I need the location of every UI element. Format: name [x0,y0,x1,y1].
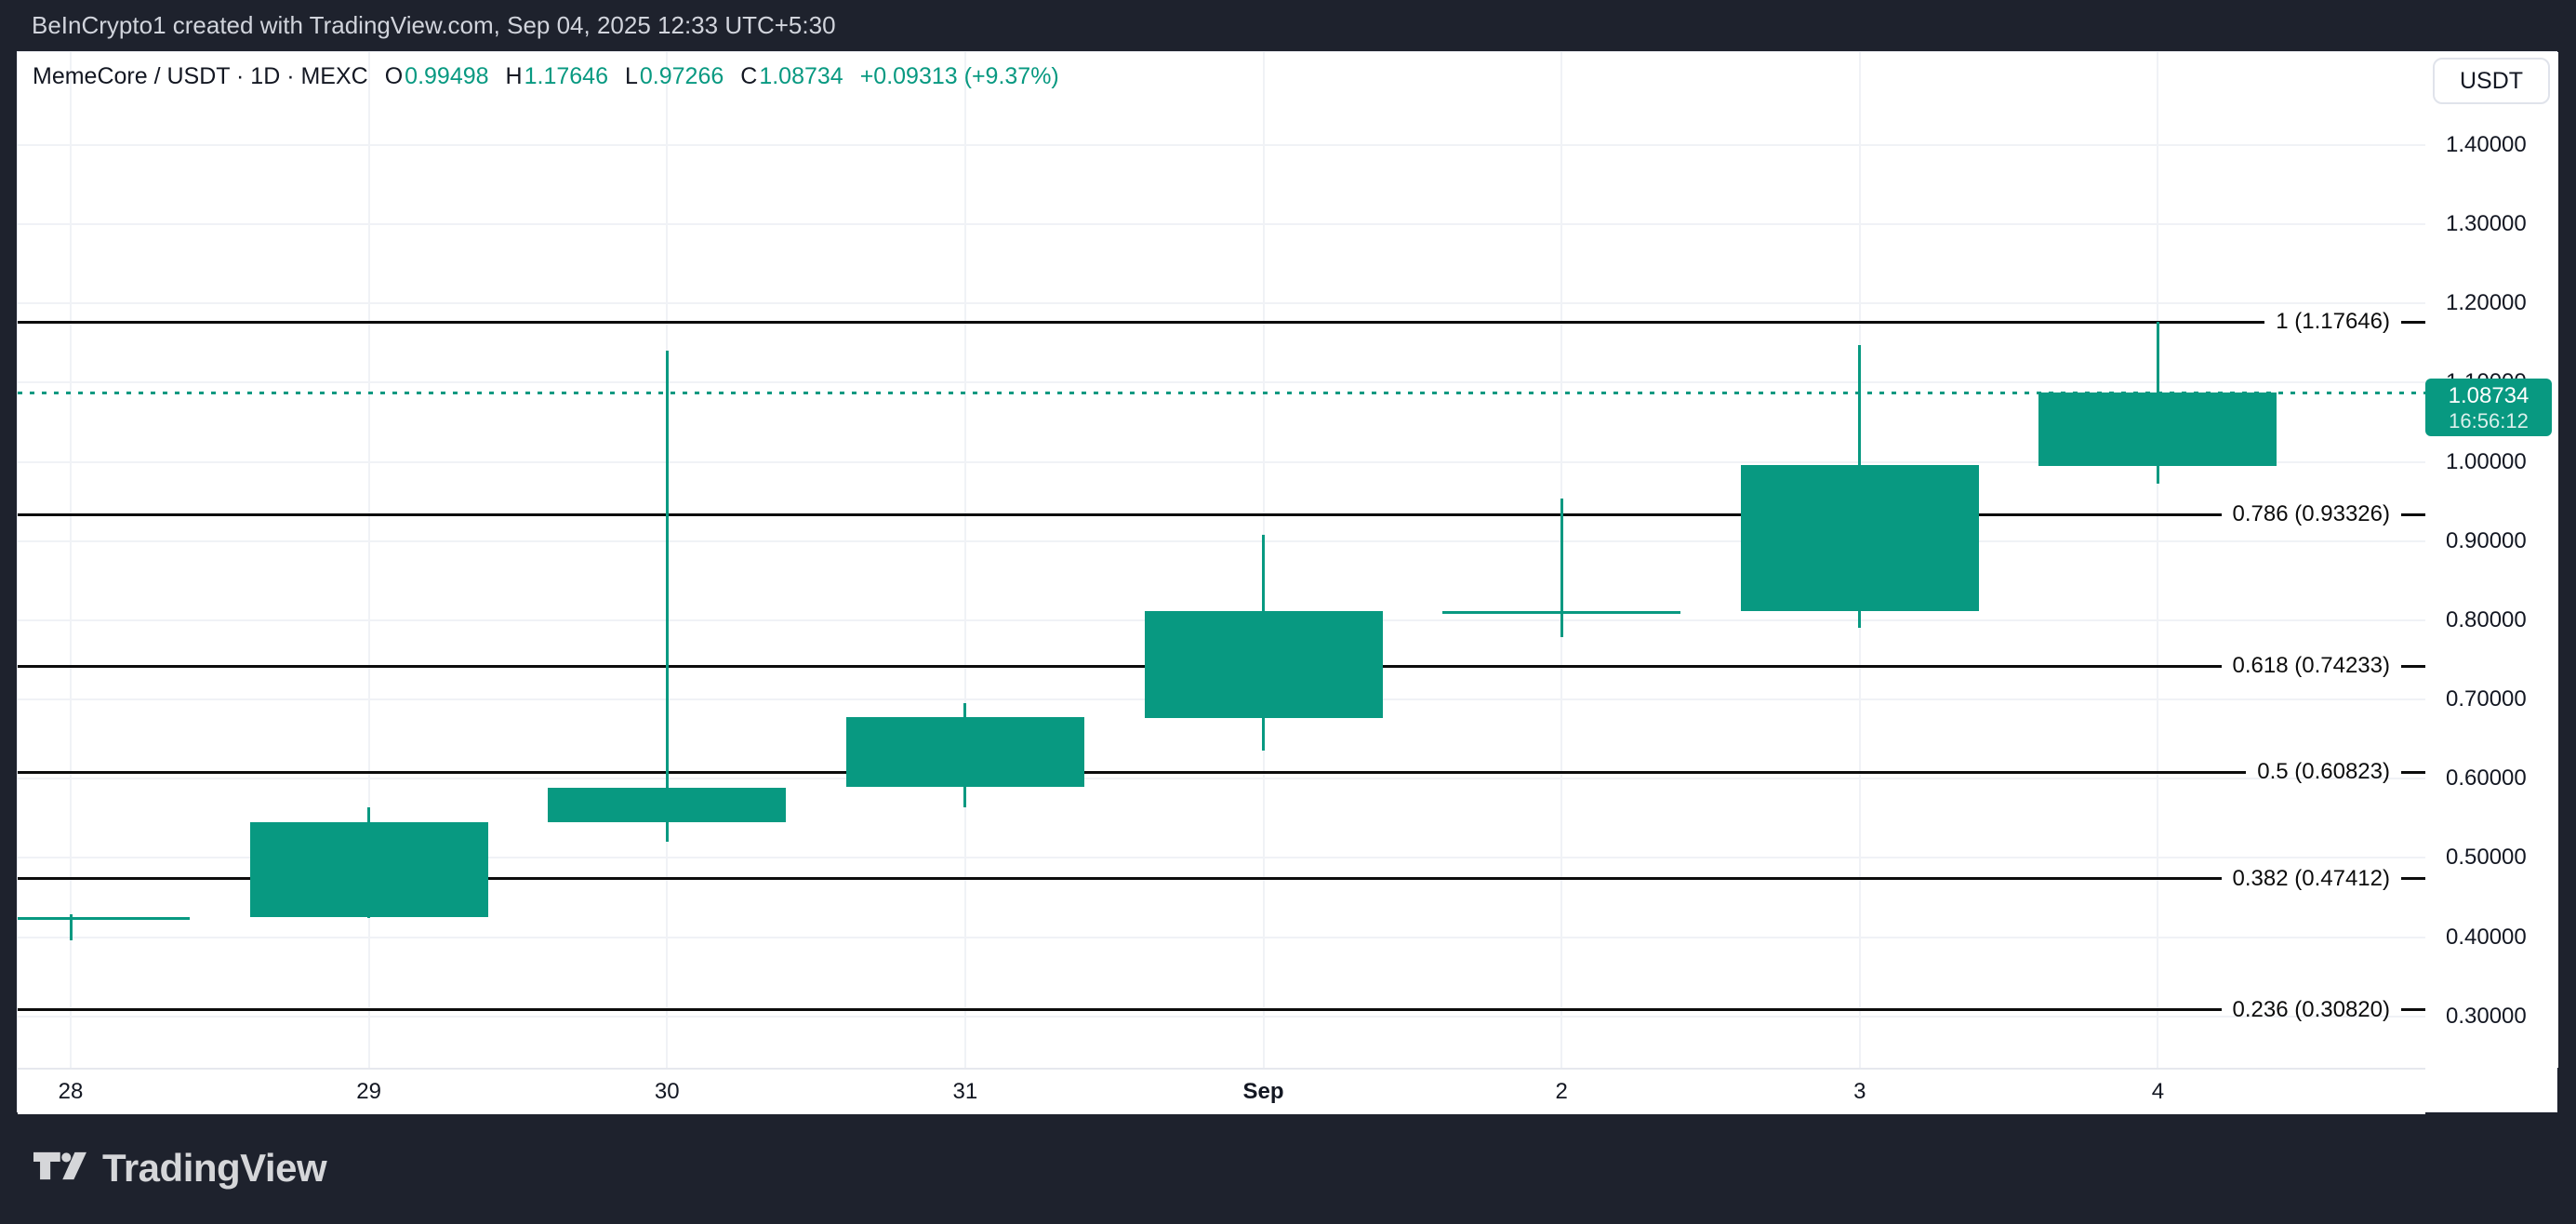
candle-body [1144,610,1383,718]
fib-line [18,770,2247,774]
current-price-line [18,392,2425,395]
ohlc-high-letter: H [505,63,523,89]
price-axis[interactable]: USDT 1.400001.300001.200001.100001.00000… [2425,52,2558,1068]
fib-level: 0.236 (0.30820) [18,996,2425,1024]
fib-line-stub [2401,320,2425,324]
time-axis-label: 2 [1555,1079,1568,1104]
fib-line [18,320,2265,324]
price-tick-label: 0.90000 [2446,527,2527,553]
price-tick-label: 1.30000 [2446,211,2527,237]
ohlc-low-letter: L [624,63,638,89]
tradingview-logo-icon [33,1139,87,1198]
gridline-vertical [2157,52,2159,1068]
ohlc-open-letter: O [384,63,404,89]
fib-label: 0.382 (0.47412) [2232,865,2390,891]
currency-toggle-button[interactable]: USDT [2433,58,2550,104]
gridline-horizontal [18,223,2425,226]
fib-level: 0.382 (0.47412) [18,865,2425,893]
fib-label: 0.618 (0.74233) [2232,653,2390,679]
tradingview-logo-text: TradingView [102,1146,327,1190]
fib-label: 0.236 (0.30820) [2232,996,2390,1022]
time-axis-label: 31 [952,1079,978,1104]
current-price-label: 1.08734 16:56:12 [2425,379,2552,437]
candle-body [845,716,1084,787]
fib-label: 1 (1.17646) [2276,309,2390,335]
candle-body [18,917,190,921]
gridline-horizontal [18,1015,2425,1018]
fib-line-stub [2401,877,2425,880]
gridline-horizontal [18,857,2425,859]
gridline-horizontal [18,936,2425,938]
price-tick-label: 0.70000 [2446,686,2527,712]
fib-label: 0.786 (0.93326) [2232,501,2390,527]
ohlc-high: H 1.17646 [506,63,608,90]
ohlc-open: O 0.99498 [385,63,489,90]
price-tick-label: 0.30000 [2446,1003,2527,1029]
gridline-horizontal [18,778,2425,780]
candle-body [1442,610,1681,614]
price-tick-label: 0.50000 [2446,845,2527,871]
fib-line-stub [2401,1008,2425,1012]
fib-level: 0.786 (0.93326) [18,500,2425,528]
time-axis[interactable]: 28 29 30 31 Sep 2 3 4 [18,1068,2425,1114]
gridline-horizontal [18,539,2425,542]
fib-line-stub [2401,664,2425,668]
current-price-value: 1.08734 [2448,382,2530,408]
snapshot-title: BeInCrypto1 created with TradingView.com… [32,11,836,39]
price-change: +0.09313 (+9.37%) [859,63,1059,89]
fib-line [18,664,2222,668]
price-tick-label: 0.80000 [2446,606,2527,632]
fib-line [18,877,2222,880]
candle-wick [665,350,669,842]
tradingview-logo[interactable]: TradingView [33,1139,327,1198]
time-axis-label: Sep [1242,1079,1284,1104]
time-axis-label: 28 [58,1079,84,1104]
price-tick-label: 1.40000 [2446,132,2527,157]
fib-level: 1 (1.17646) [18,308,2425,336]
snapshot-header: BeInCrypto1 created with TradingView.com… [0,0,2576,51]
time-axis-label: 4 [2151,1079,2165,1104]
ohlc-high-value: 1.17646 [524,63,608,89]
fib-line [18,512,2222,516]
price-tick-label: 0.60000 [2446,765,2527,792]
candle-body [249,822,488,918]
candle-body [1740,465,1979,611]
fib-line-stub [2401,512,2425,516]
gridline-horizontal [18,144,2425,146]
price-tick-label: 1.20000 [2446,290,2527,316]
gridline-vertical [70,52,72,1068]
candle-wick [1560,498,1563,637]
fib-line-stub [2401,770,2425,774]
price-chart-plot[interactable]: MemeCore / USDT · 1D · MEXC O 0.99498 H … [18,52,2425,1068]
candle-wick [69,913,73,941]
candle-body [2038,392,2277,466]
time-axis-label: 30 [654,1079,680,1104]
gridline-horizontal [18,381,2425,384]
fib-level: 0.618 (0.74233) [18,652,2425,680]
ohlc-low-value: 0.97266 [639,63,724,89]
price-tick-label: 0.40000 [2446,924,2527,950]
symbol-title: MemeCore / USDT · 1D · MEXC [33,63,368,89]
candle-body [548,787,787,823]
gridline-vertical [963,52,966,1068]
ohlc-open-value: 0.99498 [405,63,489,89]
fib-label: 0.5 (0.60823) [2257,759,2390,785]
ohlc-close-value: 1.08734 [759,63,843,89]
snapshot-footer: TradingView [0,1112,2576,1224]
time-axis-label: 29 [356,1079,381,1104]
chart-legend: MemeCore / USDT · 1D · MEXC O 0.99498 H … [33,63,1059,90]
bar-countdown-timer: 16:56:12 [2449,408,2529,432]
ohlc-close-letter: C [740,63,758,89]
gridline-horizontal [18,460,2425,463]
gridline-horizontal [18,302,2425,305]
ohlc-close: C 1.08734 [740,63,843,90]
fib-line [18,1008,2222,1012]
gridline-vertical [367,52,370,1068]
ohlc-low: L 0.97266 [625,63,724,90]
fib-level: 0.5 (0.60823) [18,758,2425,786]
time-axis-label: 3 [1853,1079,1866,1104]
chart-panel: MemeCore / USDT · 1D · MEXC O 0.99498 H … [17,51,2558,1114]
price-tick-label: 1.00000 [2446,448,2527,474]
